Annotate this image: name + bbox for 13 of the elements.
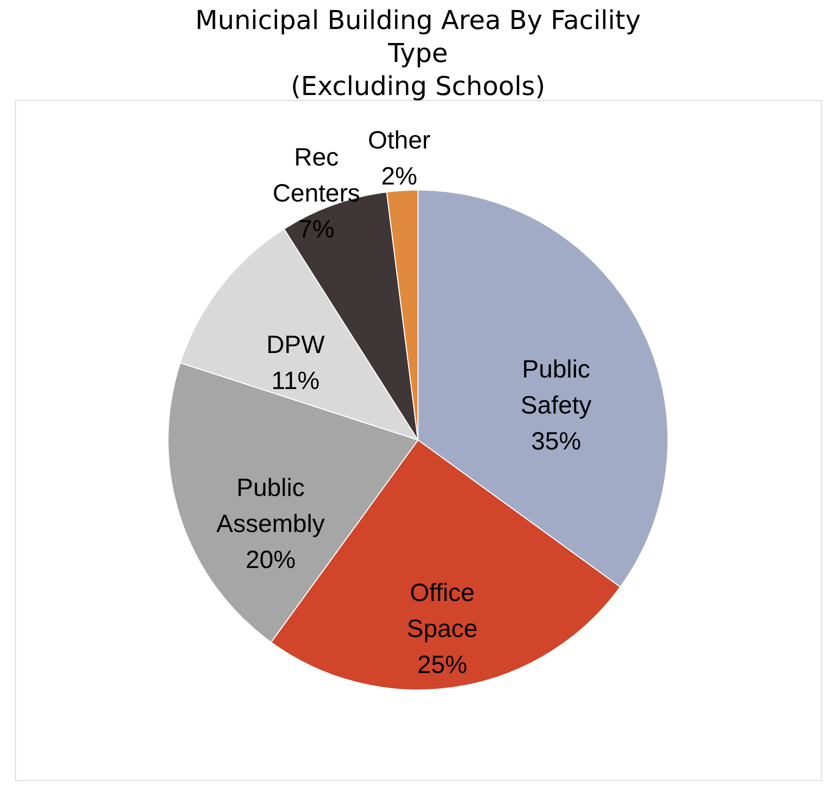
data-label: 25% [417, 651, 468, 680]
data-label: 11% [271, 367, 320, 395]
slice-label: DPW [266, 331, 326, 359]
data-label: 2% [381, 162, 418, 191]
slice-label: Other [368, 126, 430, 155]
data-label: 35% [531, 428, 582, 456]
data-label: 20% [246, 546, 296, 574]
slice-label: Rec Centers [272, 144, 360, 208]
slice-label: Public Assembly [216, 474, 326, 538]
slice-label: Office Space [406, 579, 478, 644]
slice-label: Public Safety [520, 356, 592, 420]
data-label: 7% [298, 216, 334, 244]
chart-title: Municipal Building Area By Facility Type (Excluding Schools) [195, 6, 641, 102]
